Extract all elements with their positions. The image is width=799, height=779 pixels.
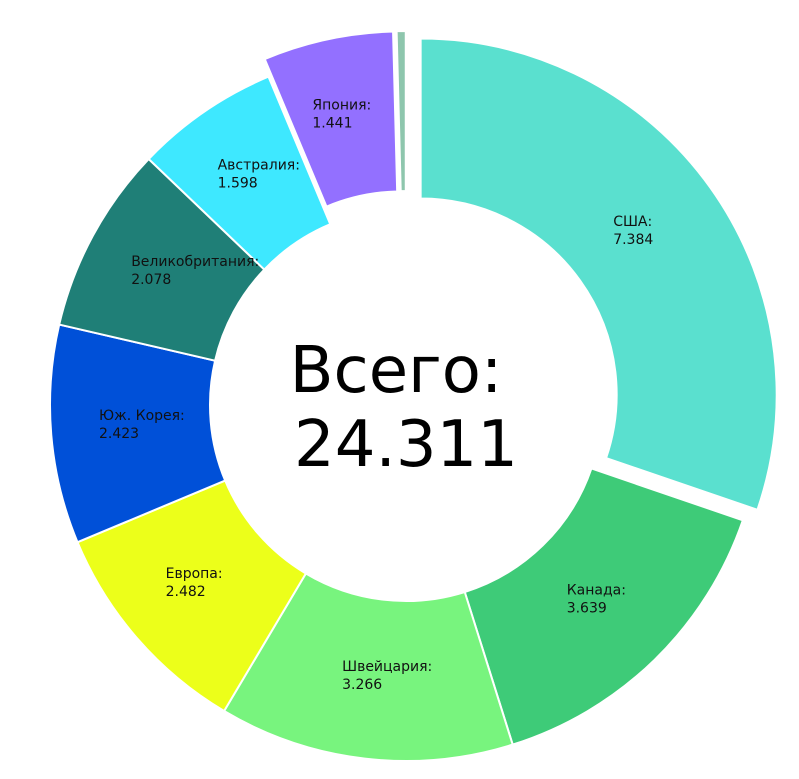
total-value: 24.311 — [294, 408, 518, 482]
slice-label-япония: Япония: — [312, 98, 371, 114]
slice-канада — [463, 467, 745, 746]
slice-label-сша: США: — [613, 214, 652, 230]
labels-group: США: 7.384 Канада: 3.639 Швейцария: 3.266 Евро… — [99, 98, 653, 694]
slice-сша — [419, 37, 778, 512]
slice-label-швейцария: Швейцария: — [342, 659, 432, 675]
slice-value-канада: 3.639 — [567, 601, 607, 617]
slice-value-австралия: 1.598 — [218, 176, 258, 192]
slice-value-швейцария: 3.266 — [342, 677, 382, 693]
slice-value-европа: 2.482 — [166, 584, 206, 600]
slice-швейцария — [222, 572, 514, 762]
slice-австралия — [147, 75, 332, 271]
slice-value-сша: 7.384 — [613, 232, 653, 248]
slice-label-европа: Европа: — [166, 566, 223, 582]
slice-япония — [263, 30, 399, 208]
slice-label-канада: Канада: — [567, 583, 626, 599]
slice-value-юж-корея: 2.423 — [99, 426, 139, 442]
slice-label-великобритания: Великобритания: — [131, 254, 259, 270]
slice-label-австралия: Австралия: — [218, 158, 300, 174]
total-label: Всего: — [290, 334, 503, 408]
slice-label-юж-корея: Юж. Корея: — [99, 408, 185, 424]
slice-extra — [395, 29, 407, 193]
slices-group — [49, 29, 778, 762]
slice-value-япония: 1.441 — [312, 116, 352, 132]
slice-value-великобритания: 2.078 — [131, 272, 171, 288]
